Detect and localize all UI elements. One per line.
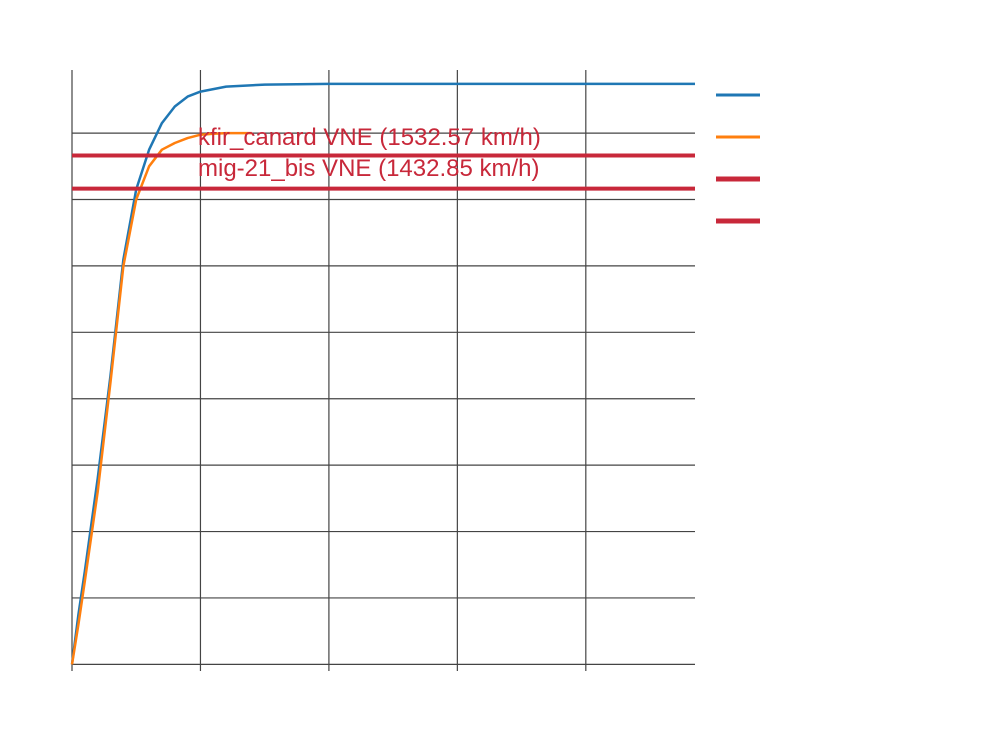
legend-label-mig-vne: mig-21_bis - VNE [766,213,884,230]
y-tick-label: 800 [43,391,67,407]
vne-layer: kfir_canard VNE (1532.57 km/h) mig-21_bis… [72,124,695,191]
y-tick-labels: 0 200 400 600 800 1000 1200 1400 1600 [35,125,66,672]
x-tick-label: 100 [189,687,213,703]
vne-label-kfir: kfir_canard VNE (1532.57 km/h) [198,124,541,151]
y-tick-label: 400 [43,524,67,540]
y-tick-label: 1000 [35,324,66,340]
x-gridlines [71,70,587,671]
x-tick-label: 200 [317,687,341,703]
y-tick-label: 1600 [35,125,66,141]
series-line-kfir-speed [70,82,695,665]
chart-title: Time to Speed [422,16,577,43]
y-axis-label: Speed (km/h) [2,321,22,429]
x-tick-label: 400 [574,687,598,703]
x-tick-label: 0 [68,687,76,703]
series-line-mig-speed [70,131,252,665]
legend-label-mig-speed: mig-21_bis - Speed (TAS) [766,129,938,146]
x-tick-label: 300 [446,687,470,703]
legend-label-kfir-speed: kfir_canard - Speed (TAS) [766,87,939,104]
y-tick-label: 1200 [35,258,66,274]
vne-label-mig: mig-21_bis VNE (1432.85 km/h) [198,155,539,182]
y-tick-label: 1400 [35,191,66,207]
legend-label-kfir-vne: kfir_canard - VNE [766,171,884,188]
y-tick-label: 600 [43,457,67,473]
y-gridlines [72,132,695,665]
x-axis-label: Time (s) [351,728,416,748]
legend: kfir_canard - Speed (TAS) mig-21_bis - S… [716,87,939,230]
x-tick-labels: 0 100 200 300 400 [68,687,598,703]
series-layer [70,82,695,665]
y-tick-label: 200 [43,590,67,606]
y-tick-label: 0 [58,656,66,672]
